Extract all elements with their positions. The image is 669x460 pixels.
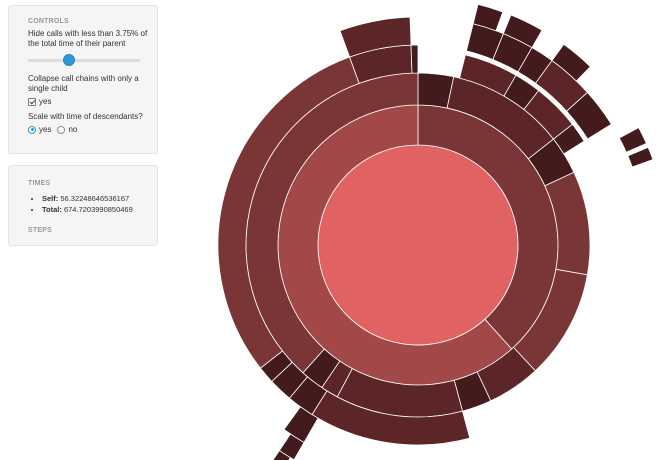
scale-no-label[interactable]: no (68, 125, 78, 134)
scale-radio-group: yes no (28, 125, 148, 134)
total-time-value: 674.7203990850469 (63, 205, 133, 214)
scale-yes-label[interactable]: yes (39, 125, 52, 134)
collapse-checkbox-label[interactable]: yes (39, 97, 52, 106)
scale-label: Scale with time of descendants? (28, 112, 143, 121)
collapse-checkbox[interactable] (28, 97, 36, 106)
sunburst-segment-28[interactable] (339, 16, 412, 58)
self-time-item: Self: 56.32248646536167 (42, 193, 148, 204)
sunburst-segment-34[interactable] (618, 127, 647, 153)
sunburst-segment-31[interactable] (551, 43, 591, 82)
controls-heading: CONTROLS (28, 18, 69, 25)
steps-heading: STEPS (28, 227, 52, 234)
times-heading: TIMES (28, 180, 51, 187)
controls-panel: CONTROLS Hide calls with less than 3.75%… (8, 5, 158, 154)
collapse-label: Collapse call chains with only a single … (28, 74, 139, 93)
slider-track[interactable] (28, 59, 140, 62)
total-time-label: Total: (42, 205, 62, 214)
sunburst-segment-33[interactable] (268, 450, 291, 460)
sunburst-segment-35[interactable] (627, 146, 654, 168)
self-time-value: 56.32248646536167 (60, 194, 130, 203)
total-time-item: Total: 674.7203990850469 (42, 204, 148, 215)
sunburst-root[interactable] (317, 144, 519, 346)
hide-calls-label: Hide calls with less than 3.75% of the t… (28, 29, 148, 48)
self-time-label: Self: (42, 194, 59, 203)
scale-no-radio[interactable] (57, 125, 66, 134)
scale-yes-radio[interactable] (28, 125, 36, 134)
sunburst-segment-21[interactable] (552, 123, 585, 155)
times-list: Self: 56.32248646536167 Total: 674.72039… (28, 193, 148, 215)
hide-calls-slider[interactable] (28, 53, 140, 67)
sunburst-segment-17[interactable] (410, 44, 419, 74)
sunburst-segment-30[interactable] (502, 14, 543, 49)
sunburst-segment-26[interactable] (566, 91, 612, 140)
times-panel: TIMES Self: 56.32248646536167 Total: 674… (8, 165, 158, 246)
sunburst-segment-29[interactable] (472, 3, 504, 32)
collapse-option[interactable]: yes (28, 97, 148, 106)
slider-handle[interactable] (63, 54, 76, 66)
